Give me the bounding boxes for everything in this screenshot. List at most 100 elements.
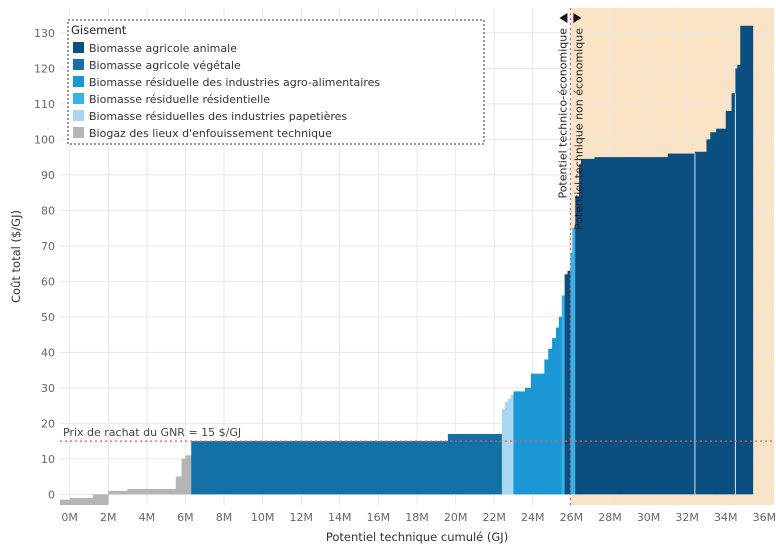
- segment-bar: [544, 359, 549, 495]
- x-tick-label: 16M: [367, 511, 391, 524]
- y-tick-label: 0: [48, 488, 55, 501]
- x-tick-label: 10M: [251, 511, 275, 524]
- divider-left-label: Potentiel technico-économique: [556, 28, 569, 199]
- x-axis-ticks: 0M 2M 4M 6M 8M 10M 12M 14M 16M 18M 20M 22M 24M 26M 28M…: [61, 511, 776, 524]
- segment-bar: [69, 497, 94, 505]
- x-tick-label: 18M: [405, 511, 429, 524]
- legend-title: Gisement: [71, 23, 127, 37]
- segment-bar: [740, 25, 754, 495]
- segment-bar: [60, 499, 71, 505]
- segment-bar: [710, 132, 717, 495]
- segment-bar: [725, 110, 732, 495]
- legend-items: Biomasse agricole animale Biomasse agrico…: [73, 42, 380, 140]
- y-tick-label: 100: [34, 133, 55, 146]
- segment-bar: [716, 128, 727, 495]
- segment-bar: [501, 409, 506, 495]
- x-tick-label: 8M: [216, 511, 233, 524]
- divider-group: Potentiel technico-économique Potentiel …: [556, 8, 585, 505]
- arrow-right-icon: [573, 13, 582, 23]
- segment-bar: [108, 490, 128, 495]
- legend-swatch: [73, 110, 84, 121]
- segment-bar: [579, 164, 582, 495]
- segment-bar: [447, 434, 503, 495]
- segments: [60, 25, 754, 505]
- x-tick-label: 12M: [289, 511, 313, 524]
- y-tick-label: 90: [41, 169, 55, 182]
- x-tick-label: 2M: [100, 511, 117, 524]
- y-tick-label: 120: [34, 62, 55, 75]
- segment-bar: [572, 228, 576, 495]
- segment-bar: [525, 387, 532, 495]
- x-tick-label: 36M: [753, 511, 776, 524]
- legend-swatch: [73, 93, 84, 104]
- legend-entry-label: Biomasse résiduelles des industries pape…: [89, 110, 347, 123]
- x-tick-label: 30M: [637, 511, 661, 524]
- segment-bar: [92, 494, 109, 505]
- x-tick-label: 14M: [328, 511, 352, 524]
- x-tick-label: 4M: [139, 511, 156, 524]
- legend-entry-label: Biomasse agricole végétale: [89, 59, 241, 72]
- segment-bar: [181, 458, 186, 495]
- y-tick-label: 10: [41, 453, 55, 466]
- legend-entry-label: Biomasse agricole animale: [89, 42, 237, 55]
- legend-swatch: [73, 42, 84, 53]
- threshold-group: Prix de rachat du GNR = 15 $/GJ: [60, 426, 774, 442]
- legend-swatch: [73, 59, 84, 70]
- segment-bar: [570, 252, 573, 495]
- segment-bar: [737, 64, 741, 495]
- y-axis-ticks: 0 10 20 30 40 50 60 70 80 90 100 110 120 130: [34, 27, 55, 502]
- y-axis-title: Coût total ($/GJ): [9, 210, 23, 303]
- legend-swatch: [73, 127, 84, 138]
- segment-bar: [667, 153, 696, 495]
- x-tick-label: 34M: [714, 511, 738, 524]
- segment-bar: [530, 373, 545, 495]
- y-tick-label: 80: [41, 204, 55, 217]
- segment-bar: [558, 316, 563, 495]
- legend-entry-label: Biomasse résiduelle des industries agro-…: [89, 76, 380, 89]
- segment-bar: [507, 398, 511, 495]
- x-tick-label: 26M: [560, 511, 584, 524]
- y-tick-label: 60: [41, 275, 55, 288]
- segment-bar: [552, 338, 557, 495]
- segment-bar: [619, 157, 669, 495]
- segment-bar: [731, 93, 736, 495]
- segment-bar: [694, 151, 707, 495]
- divider-right-label: Potentiel technique non économique: [572, 28, 585, 230]
- segment-bar: [564, 274, 568, 495]
- segment-bar: [594, 157, 621, 495]
- segment-bar: [175, 476, 182, 495]
- x-tick-label: 24M: [521, 511, 545, 524]
- x-tick-label: 28M: [598, 511, 622, 524]
- segment-bar: [504, 402, 509, 495]
- segment-bar: [581, 158, 595, 495]
- legend-entry-label: Biogaz des lieux d'enfouissement techniq…: [89, 127, 332, 140]
- y-tick-label: 110: [34, 98, 55, 111]
- legend-box: [67, 19, 485, 145]
- threshold-label: Prix de rachat du GNR = 15 $/GJ: [63, 426, 241, 439]
- segment-bar: [510, 394, 514, 495]
- segment-bar: [548, 348, 553, 495]
- x-axis-title: Potentiel technique cumulé (GJ): [326, 530, 508, 544]
- legend-swatch: [73, 76, 84, 87]
- x-tick-label: 22M: [482, 511, 506, 524]
- x-tick-label: 32M: [675, 511, 699, 524]
- y-tick-label: 20: [41, 417, 55, 430]
- segment-bar: [513, 391, 526, 495]
- y-tick-label: 50: [41, 311, 55, 324]
- y-tick-label: 70: [41, 240, 55, 253]
- y-tick-label: 130: [34, 27, 55, 40]
- segment-bar: [706, 139, 711, 495]
- segment-bar: [191, 441, 449, 495]
- x-tick-label: 0M: [61, 511, 78, 524]
- segment-bar: [555, 327, 560, 495]
- arrow-left-icon: [559, 13, 568, 23]
- x-tick-label: 6M: [177, 511, 194, 524]
- x-tick-label: 20M: [444, 511, 468, 524]
- segment-bar: [735, 68, 738, 495]
- legend-entry-label: Biomasse résiduelle résidentielle: [89, 93, 270, 106]
- legend: Gisement Biomasse agricole animaleBiomas…: [67, 19, 485, 145]
- segment-bar: [185, 455, 192, 495]
- y-tick-label: 40: [41, 346, 55, 359]
- segment-bar: [575, 196, 580, 495]
- segment-bar: [561, 295, 566, 495]
